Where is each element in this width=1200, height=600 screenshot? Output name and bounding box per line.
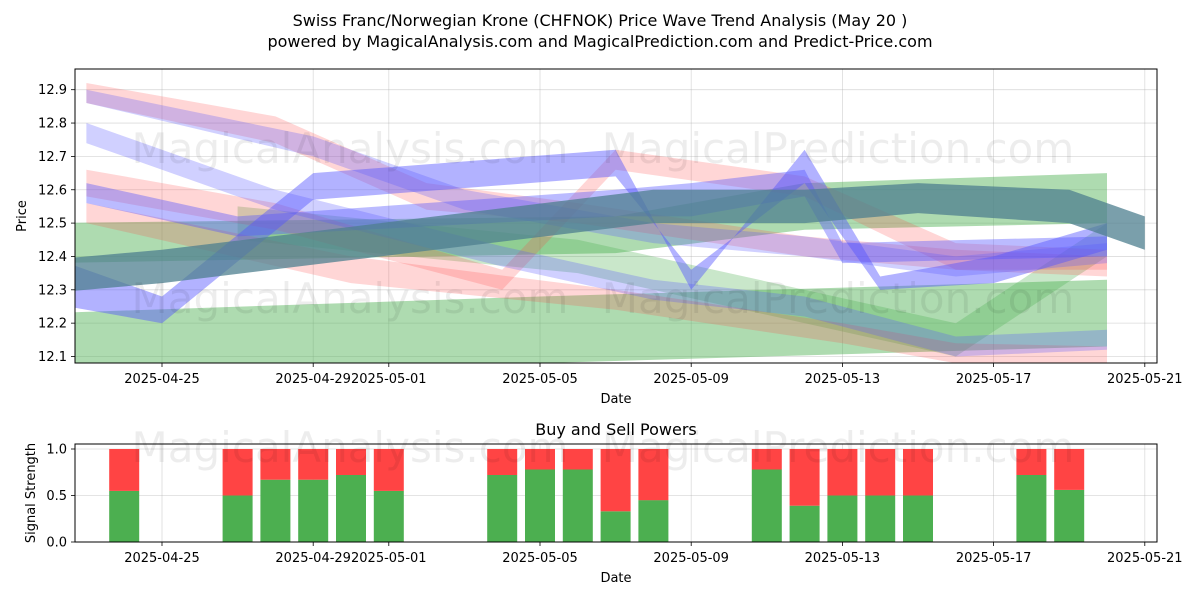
- price-wave-band-red: [86, 203, 1107, 363]
- price-y-tick-label: 12.8: [38, 117, 67, 132]
- buy-power-bar: [562, 469, 593, 542]
- watermark-analysis-bottom: MagicalAnalysis.com: [132, 423, 569, 472]
- price-x-tick-label: 2025-05-17: [956, 372, 1032, 387]
- price-y-axis-label: Price: [15, 200, 30, 232]
- price-chart-frame: [74, 68, 1158, 364]
- signal-x-tick-label: 2025-04-25: [124, 551, 200, 566]
- sell-power-bar: [789, 449, 820, 506]
- buy-power-bar: [865, 495, 896, 542]
- buy-power-bar: [1054, 489, 1085, 542]
- sell-power-bar: [751, 449, 782, 470]
- buy-power-bar: [751, 469, 782, 542]
- buy-power-bar: [260, 479, 291, 542]
- signal-x-tick-label: 2025-05-09: [653, 551, 729, 566]
- sell-power-bar: [1016, 449, 1047, 475]
- price-wave-band-blue: [75, 149, 1107, 324]
- signal-chart-title: Buy and Sell Powers: [535, 420, 697, 439]
- buy-power-bar: [600, 511, 631, 542]
- price-y-tick-label: 12.9: [38, 83, 67, 98]
- price-x-tick-label: 2025-04-29: [275, 372, 351, 387]
- signal-x-tick-label: 2025-04-29: [275, 551, 351, 566]
- sell-power-bar: [525, 449, 555, 470]
- price-x-tick-label: 2025-04-25: [124, 372, 200, 387]
- sell-power-bar: [638, 449, 669, 501]
- signal-x-axis-label: Date: [600, 571, 631, 586]
- signal-x-tick-label: 2025-05-21: [1107, 551, 1183, 566]
- price-wave-band-green: [75, 279, 1107, 363]
- price-y-tick-label: 12.1: [38, 350, 67, 365]
- signal-y-tick-label: 0.0: [46, 536, 67, 551]
- signal-chart-axes: 2025-04-25 2025-04-29 2025-05-01 2025-05-05…: [46, 443, 1182, 567]
- price-y-tick-label: 12.3: [38, 283, 67, 298]
- sell-power-bar: [109, 449, 140, 491]
- chart-title-line1: Swiss Franc/Norwegian Krone (CHFNOK) Pri…: [293, 11, 908, 30]
- price-x-tick-label: 2025-05-01: [351, 372, 427, 387]
- buy-power-bar: [789, 505, 820, 542]
- buy-power-bar: [298, 479, 329, 542]
- sell-power-bar: [373, 449, 404, 491]
- signal-y-axis-label: Signal Strength: [24, 443, 39, 543]
- watermark-prediction-top: MagicalPrediction.com: [602, 124, 1075, 173]
- sell-power-bar: [600, 449, 631, 512]
- signal-x-tick-label: 2025-05-17: [956, 551, 1032, 566]
- signal-x-tick-label: 2025-05-01: [351, 551, 427, 566]
- sell-power-bar: [298, 449, 329, 480]
- buy-power-bar: [487, 475, 518, 542]
- price-x-tick-label: 2025-05-13: [805, 372, 881, 387]
- signal-chart-frame: [74, 443, 1158, 543]
- buy-power-bar: [638, 500, 669, 542]
- watermark-prediction-mid: MagicalPrediction.com: [602, 274, 1075, 323]
- signal-y-tick-label: 0.5: [46, 489, 67, 504]
- sell-power-bar: [260, 449, 291, 480]
- price-wave-band-blue: [86, 89, 1107, 277]
- price-wave-band-red: [86, 149, 1107, 290]
- price-y-tick-label: 12.2: [38, 317, 67, 332]
- buy-power-bar: [373, 490, 404, 543]
- signal-x-tick-label: 2025-05-05: [502, 551, 578, 566]
- sell-power-bar: [865, 449, 896, 496]
- sell-power-bar: [562, 449, 593, 470]
- price-y-tick-label: 12.7: [38, 150, 67, 165]
- buy-power-bar: [336, 475, 366, 542]
- watermark-analysis-mid: MagicalAnalysis.com: [132, 274, 569, 323]
- buy-power-bar: [222, 495, 253, 542]
- sell-power-bar: [336, 449, 366, 475]
- sell-power-bar: [487, 449, 518, 475]
- signal-x-tick-label: 2025-05-13: [805, 551, 881, 566]
- sell-power-bar: [222, 449, 253, 496]
- signal-chart: Buy and Sell Powers MagicalAnalysis.com …: [24, 420, 1183, 586]
- price-wave-band-red: [86, 83, 1107, 277]
- buy-power-bar: [827, 495, 858, 542]
- sell-power-bar: [1054, 449, 1085, 490]
- price-chart-axes: 2025-04-25 2025-04-29 2025-05-01 2025-05-05…: [38, 83, 1183, 387]
- signal-bars: [109, 449, 1085, 543]
- watermark-prediction-bottom: MagicalPrediction.com: [602, 423, 1075, 472]
- signal-y-tick-label: 1.0: [46, 443, 67, 458]
- price-y-tick-label: 12.5: [38, 217, 67, 232]
- watermark-analysis-top: MagicalAnalysis.com: [132, 124, 569, 173]
- chart-title-line2: powered by MagicalAnalysis.com and Magic…: [267, 32, 932, 51]
- price-x-tick-label: 2025-05-05: [502, 372, 578, 387]
- price-y-tick-label: 12.6: [38, 183, 67, 198]
- buy-power-bar: [1016, 475, 1047, 542]
- price-wave-bands: [75, 83, 1145, 363]
- buy-power-bar: [525, 469, 555, 542]
- price-x-tick-label: 2025-05-09: [653, 372, 729, 387]
- price-chart: MagicalAnalysis.com MagicalPrediction.co…: [15, 68, 1183, 407]
- buy-power-bar: [109, 490, 140, 543]
- price-x-axis-label: Date: [600, 392, 631, 407]
- price-x-tick-label: 2025-05-21: [1107, 372, 1183, 387]
- price-wave-band-teal: [75, 183, 1145, 291]
- buy-power-bar: [903, 495, 933, 542]
- sell-power-bar: [827, 449, 858, 496]
- sell-power-bar: [903, 449, 933, 496]
- price-y-tick-label: 12.4: [38, 250, 67, 265]
